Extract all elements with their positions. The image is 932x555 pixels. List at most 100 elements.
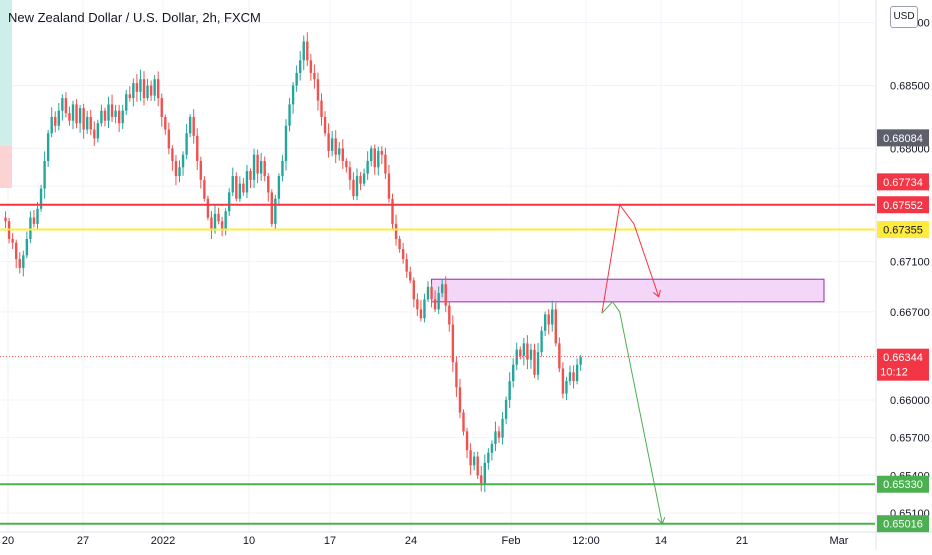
candle-body xyxy=(188,116,192,134)
candle-body xyxy=(295,72,298,86)
candle-body xyxy=(171,148,174,161)
candle-body xyxy=(497,431,501,438)
candle-body xyxy=(565,381,568,394)
candle-body xyxy=(231,176,234,193)
candle-body xyxy=(167,129,171,149)
candle-body xyxy=(341,148,344,161)
candle-body xyxy=(107,104,110,121)
y-axis-tick-label: 0.66700 xyxy=(890,307,930,319)
x-axis-tick-label: 20 xyxy=(2,535,14,547)
candle-body xyxy=(373,148,376,168)
candle-body xyxy=(71,104,75,121)
candle-body xyxy=(277,176,281,199)
candle-body xyxy=(36,208,39,224)
candle-body xyxy=(568,372,572,382)
candle-body xyxy=(320,100,323,117)
candle-body xyxy=(384,154,387,174)
price-label-badge xyxy=(877,196,929,214)
candle-body xyxy=(50,116,53,134)
candle-body xyxy=(437,293,440,310)
candle-body xyxy=(199,160,202,180)
price-label-text: 0.67734 xyxy=(883,177,923,189)
price-label-text: 0.65330 xyxy=(883,479,923,491)
candle-body xyxy=(323,116,327,134)
candle-body xyxy=(117,110,121,124)
candle-body xyxy=(203,179,206,199)
candle-body xyxy=(316,79,320,101)
candle-body xyxy=(480,475,483,485)
candle-body xyxy=(32,217,36,224)
candle-body xyxy=(423,299,426,319)
candle-body xyxy=(409,271,412,281)
candle-body xyxy=(110,104,114,117)
candle-body xyxy=(25,238,29,256)
candle-body xyxy=(551,309,554,325)
candle-body xyxy=(501,418,504,438)
candle-body xyxy=(153,79,156,96)
candle-body xyxy=(128,94,131,99)
candle-body xyxy=(575,364,579,382)
candle-body xyxy=(458,387,462,413)
candle-body xyxy=(43,160,46,189)
y-axis-tick-label: 0.68000 xyxy=(890,143,930,155)
candle-body xyxy=(18,259,21,268)
candle-body xyxy=(86,116,89,130)
candle-body xyxy=(377,150,380,168)
candle-body xyxy=(121,110,124,124)
currency-button[interactable]: USD xyxy=(890,6,918,28)
price-label-badge xyxy=(877,348,929,381)
candle-body xyxy=(54,116,57,126)
candle-body xyxy=(359,176,362,184)
price-label-badge xyxy=(877,515,929,533)
price-label-badge xyxy=(877,173,929,191)
price-label-text: 0.68084 xyxy=(883,133,923,145)
candle-body xyxy=(433,299,437,310)
candle-body xyxy=(561,368,565,394)
candle-body xyxy=(330,138,334,151)
candle-body xyxy=(4,217,7,222)
x-axis-tick-label: 10 xyxy=(243,535,255,547)
candle-body xyxy=(235,176,238,199)
candle-body xyxy=(15,242,18,260)
candle-body xyxy=(196,135,199,161)
price-label-badge xyxy=(877,221,929,239)
candle-body xyxy=(522,343,526,356)
candle-body xyxy=(185,133,188,155)
candle-body xyxy=(299,60,302,73)
candle-body xyxy=(11,238,14,243)
candle-body xyxy=(483,462,486,485)
candle-body xyxy=(174,160,178,177)
candle-body xyxy=(192,116,195,136)
candle-body xyxy=(554,309,557,344)
candle-body xyxy=(451,324,455,363)
candle-body xyxy=(68,113,71,121)
red-projection-path[interactable] xyxy=(601,203,660,314)
candle-body xyxy=(543,314,547,331)
highlighted-zone[interactable] xyxy=(431,278,825,303)
green-projection-arrowhead xyxy=(657,516,666,525)
candle-body xyxy=(125,94,128,111)
candle-body xyxy=(441,284,444,294)
candle-body xyxy=(345,160,348,168)
candle-body xyxy=(181,154,185,168)
candle-body xyxy=(476,456,479,476)
candle-body xyxy=(89,116,92,130)
candle-body xyxy=(139,79,142,92)
price-label-text: 0.65016 xyxy=(883,519,923,531)
green-projection-path[interactable] xyxy=(601,301,663,524)
candle-body xyxy=(348,167,352,180)
x-axis-tick-label: 21 xyxy=(736,535,748,547)
candle-body xyxy=(472,456,476,466)
x-axis-tick-label: Mar xyxy=(830,535,849,547)
x-axis-tick-label: 24 xyxy=(405,535,417,547)
candle-body xyxy=(267,176,270,193)
candle-body xyxy=(419,309,423,319)
candle-body xyxy=(306,41,309,61)
candle-body xyxy=(259,160,263,174)
left-edge-tint-down xyxy=(0,146,12,188)
candle-body xyxy=(82,108,85,130)
candle-body xyxy=(256,154,259,174)
x-axis-tick-label: 17 xyxy=(324,535,336,547)
